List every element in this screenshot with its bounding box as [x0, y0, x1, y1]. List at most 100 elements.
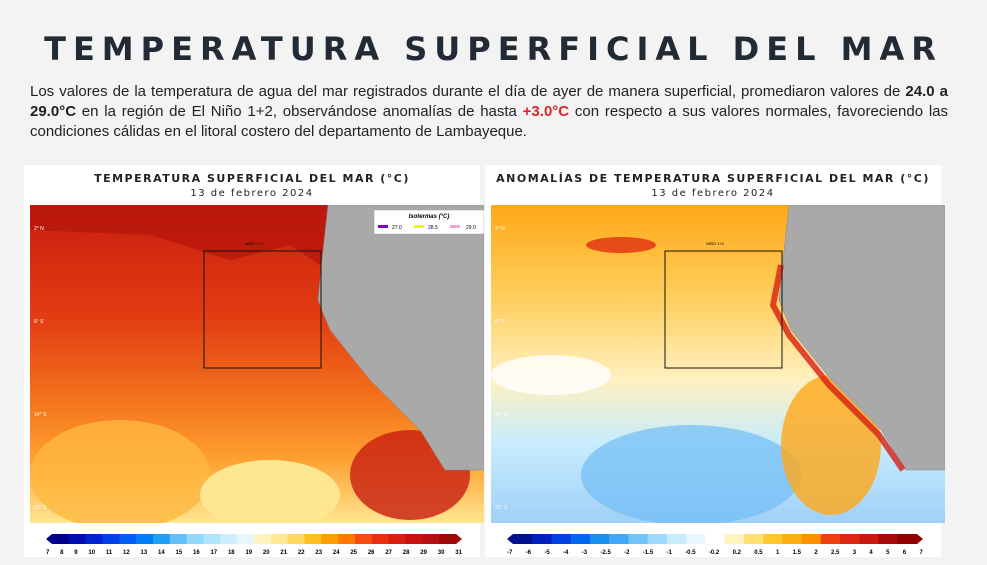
colorbar-segment	[878, 534, 899, 544]
land-mass	[317, 205, 484, 471]
colorbar-tick: -0.5	[685, 550, 696, 556]
colorbar-segment	[686, 534, 706, 544]
nino-region-box	[664, 250, 783, 369]
colorbar-tick: 10	[88, 550, 96, 556]
colorbar-tick: 28	[402, 550, 410, 556]
colorbar-tick: 22	[297, 550, 305, 556]
sst-map: NIÑO 1+2 2° N 6° S 14° S 22° S Isotermas (°…	[30, 205, 484, 523]
colorbar-tick: 11	[105, 550, 113, 556]
colorbar-tick: 19	[245, 550, 253, 556]
lat-label: 22° S	[495, 505, 508, 511]
colorbar-tick: 23	[315, 550, 323, 556]
region-label: NIÑO 1+2	[706, 241, 725, 246]
colorbar-segment	[85, 534, 103, 544]
colorbar-segment	[270, 534, 289, 544]
sst-panel: TEMPERATURA SUPERFICIAL DEL MAR (°C) 13 …	[24, 165, 484, 557]
panel-date: 13 de febrero 2024	[651, 188, 775, 199]
colorbar-tick: 1	[775, 550, 780, 556]
colorbar-segment	[68, 534, 87, 544]
colorbar-tick: 21	[280, 550, 288, 556]
page-title: TEMPERATURA SUPERFICIAL DEL MAR	[44, 30, 943, 68]
colorbar-segment	[355, 534, 373, 544]
sst-colorbar: 7 8 9 10 11 12 13 14 15 16 17 18 19 20 21 22 23 24 25 26 27 2…	[46, 531, 462, 556]
colorbar-arrow	[456, 534, 462, 544]
colorbar-tick: 7	[919, 550, 923, 556]
colorbar-segment	[136, 534, 154, 544]
panel-date: 13 de febrero 2024	[190, 188, 314, 199]
colorbar-segment	[237, 534, 255, 544]
colorbar-segment	[513, 534, 533, 544]
isotherm-legend: Isotermas (°C) 27.0 28.5 29.0	[373, 209, 484, 235]
colorbar-segment	[628, 534, 649, 544]
colorbar-tick: 24	[332, 550, 340, 556]
colorbar-tick: 12	[123, 550, 130, 556]
colorbar-tick: -5	[544, 550, 550, 556]
colorbar-arrow	[507, 534, 513, 544]
colorbar-tick: 8	[60, 550, 64, 556]
colorbar-segment	[169, 534, 188, 544]
colorbar-segment	[371, 534, 390, 544]
colorbar-segment	[119, 534, 137, 544]
legend-item: 28.5	[428, 225, 438, 231]
colorbar-tick: 2	[814, 550, 818, 556]
colorbar-tick: 20	[262, 550, 270, 556]
lat-label: 14° S	[495, 412, 508, 418]
colorbar-segment	[203, 534, 221, 544]
colorbar-tick: 16	[192, 550, 200, 556]
colorbar-segment	[304, 534, 322, 544]
colorbar-segment	[801, 534, 822, 544]
lat-label: 2° N	[34, 226, 44, 232]
summary-paragraph: Los valores de la temperatura de agua de…	[30, 82, 948, 142]
colorbar-tick: 4	[869, 550, 873, 556]
colorbar-segment	[405, 534, 423, 544]
colorbar-tick: 26	[367, 550, 375, 556]
colorbar-tick: 29	[420, 550, 427, 556]
colorbar-segment	[153, 534, 171, 544]
colorbar-segment	[647, 534, 668, 544]
lat-label: 22° S	[34, 505, 47, 511]
region-label: NIÑO 1+2	[245, 241, 264, 246]
colorbar-tick: 9	[74, 550, 78, 556]
text: Los valores de la temperatura de agua de…	[30, 83, 906, 100]
colorbar-tick: 13	[140, 550, 148, 556]
colorbar-tick: 25	[350, 550, 358, 556]
colorbar-tick: 2.5	[831, 550, 840, 556]
colorbar-tick: -4	[563, 550, 569, 556]
colorbar-segment	[338, 534, 356, 544]
colorbar-segment	[186, 534, 204, 544]
colorbar-tick: -1.5	[642, 550, 654, 556]
colorbar-tick: 7	[46, 550, 50, 556]
anomaly-value: +3.0°C	[522, 103, 570, 120]
colorbar-tick: -2.5	[600, 550, 611, 556]
colorbar-tick: -0.2	[708, 550, 720, 556]
colorbar-arrow	[46, 534, 52, 544]
colorbar-segment	[532, 534, 552, 544]
colorbar-tick: 0.5	[754, 550, 763, 556]
colorbar-tick: 27	[385, 550, 392, 556]
colorbar-segment	[102, 534, 120, 544]
panel-title: TEMPERATURA SUPERFICIAL DEL MAR (°C)	[94, 172, 410, 185]
colorbar-tick: 18	[227, 550, 235, 556]
colorbar-tick: 31	[455, 550, 462, 556]
colorbar-segment	[439, 534, 457, 544]
colorbar-segment	[589, 534, 610, 544]
panel-title: ANOMALÍAS DE TEMPERATURA SUPERFICIAL DEL…	[496, 172, 930, 185]
nino-region-box	[203, 250, 322, 369]
lat-label: 6° S	[34, 319, 44, 325]
lat-label: 2° N	[495, 226, 505, 232]
lat-label: 14° S	[34, 412, 47, 418]
colorbar-segment	[840, 534, 860, 544]
colorbar-segment	[859, 534, 880, 544]
colorbar-arrow	[917, 534, 923, 544]
colorbar-tick: -1	[666, 550, 672, 556]
colorbar-segment	[321, 534, 339, 544]
temp-range: 24.0 a 29.0°C	[30, 83, 948, 120]
colorbar-segment	[388, 534, 406, 544]
legend-title: Isotermas (°C)	[409, 214, 450, 220]
colorbar-segment	[220, 534, 238, 544]
anomaly-panel: ANOMALÍAS DE TEMPERATURA SUPERFICIAL DEL…	[485, 165, 945, 557]
colorbar-segment	[666, 534, 687, 544]
colorbar-tick: -2	[624, 550, 630, 556]
colorbar-tick: 6	[902, 550, 907, 556]
text: en la región de El Niño 1+2, observándos…	[76, 103, 523, 120]
